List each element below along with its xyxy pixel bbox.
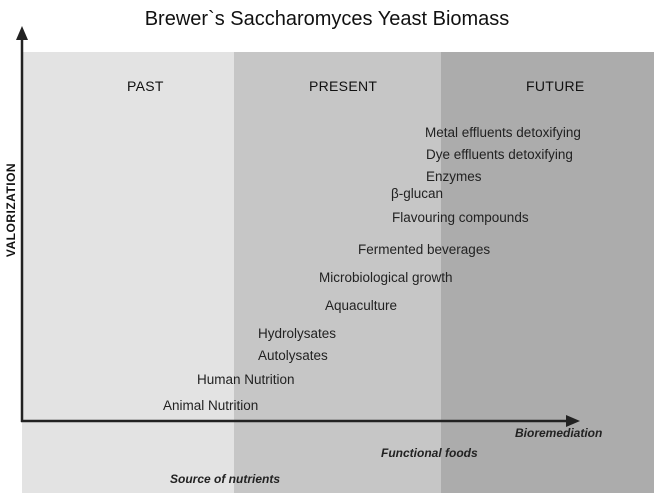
era-past: PAST (127, 78, 164, 94)
x-axis-arrowhead (566, 415, 580, 427)
item-flavouring-compounds: Flavouring compounds (392, 210, 529, 225)
phase-functional-foods: Functional foods (381, 446, 478, 460)
item-beta-glucan: β-glucan (391, 186, 444, 201)
diagram-title: Brewer`s Saccharomyces Yeast Biomass (144, 8, 510, 30)
era-future: FUTURE (526, 78, 585, 94)
phase-bioremediation: Bioremediation (515, 426, 603, 440)
phase-source-of-nutrients: Source of nutrients (170, 472, 281, 486)
item-autolysates: Autolysates (258, 348, 328, 363)
item-metal-effluents: Metal effluents detoxifying (425, 125, 581, 140)
era-present: PRESENT (309, 78, 378, 94)
item-human-nutrition: Human Nutrition (197, 372, 295, 387)
item-animal-nutrition: Animal Nutrition (163, 398, 259, 413)
item-hydrolysates: Hydrolysates (258, 326, 337, 341)
item-dye-effluents: Dye effluents detoxifying (426, 147, 573, 162)
item-enzymes: Enzymes (426, 169, 482, 184)
y-axis-arrowhead (16, 26, 28, 40)
item-microbiological-growth: Microbiological growth (319, 270, 453, 285)
past-band (22, 52, 234, 493)
present-band (234, 52, 441, 493)
item-aquaculture: Aquaculture (325, 298, 398, 313)
item-fermented-beverages: Fermented beverages (358, 242, 491, 257)
future-band (441, 52, 654, 493)
